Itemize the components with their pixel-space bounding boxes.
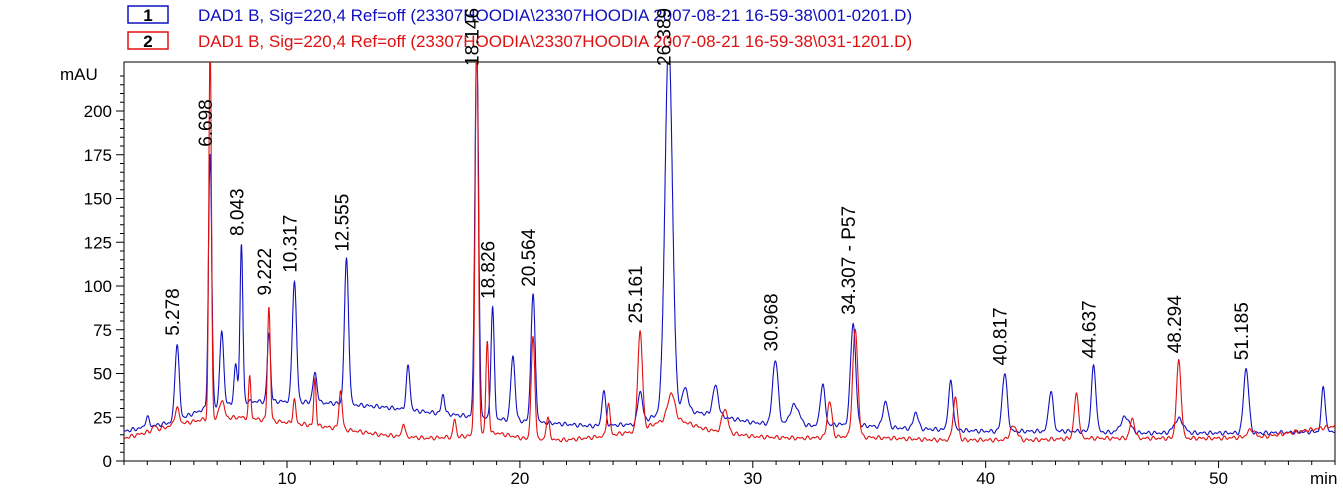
peak-label: 9.222 [255,248,276,296]
y-tick-label: 150 [84,190,112,209]
traces [124,62,1335,443]
x-tick-label: 10 [278,469,297,488]
legend-box-1 [127,5,169,24]
peak-label: 25.161 [626,265,647,323]
peak-label: 51.185 [1232,302,1253,360]
peak-label: 34.307 - P57 [839,206,860,315]
y-tick-label: 25 [93,408,112,427]
x-tick-label: 50 [1209,469,1228,488]
legend-label-1: DAD1 B, Sig=220,4 Ref=off (23307HOODIA\2… [198,6,912,25]
peak-label: 5.278 [163,288,184,336]
y-tick-label: 175 [84,146,112,165]
x-axis-label: min [1310,469,1337,488]
peak-label: 6.698 [196,99,217,147]
legend-number-1: 1 [143,6,152,25]
x-tick-label: 30 [743,469,762,488]
peak-label: 40.817 [991,307,1012,365]
peak-label: 10.317 [280,215,301,273]
y-tick-label: 0 [103,452,112,471]
peak-label: 30.968 [761,293,782,351]
peak-label: 18.146 [463,8,484,66]
y-tick-label: 200 [84,102,112,121]
y-tick-label: 75 [93,321,112,340]
y-tick-label: 125 [84,233,112,252]
x-axis: 10 20 30 40 50 [123,461,1336,488]
plot-area [123,61,1336,462]
peak-label: 12.555 [333,194,354,252]
legend-label-2: DAD1 B, Sig=220,4 Ref=off (23307HOODIA\2… [198,32,912,51]
y-tick-label: 100 [84,277,112,296]
y-tick-label: 50 [93,365,112,384]
peak-label: 20.564 [519,228,540,287]
legend-number-2: 2 [143,32,152,51]
peak-label: 8.043 [227,188,248,236]
peak-label: 18.826 [479,241,500,299]
x-tick-label: 40 [976,469,995,488]
peak-label: 48.294 [1165,295,1186,354]
x-tick-label: 20 [510,469,529,488]
trace-series-2 [124,62,1335,443]
y-axis-label: mAU [60,65,98,84]
peak-label: 44.637 [1080,300,1101,358]
peak-labels: 5.278 6.698 8.043 9.222 10.317 12.555 18.146 18… [163,8,1253,366]
legend: 1 DAD1 B, Sig=220,4 Ref=off (23307HOODIA… [127,5,912,51]
peak-label: 26.389 [655,8,676,66]
legend-box-2 [127,31,169,50]
y-axis: 0 25 50 75 100 125 150 175 200 [84,75,124,471]
trace-series-1 [124,62,1335,436]
